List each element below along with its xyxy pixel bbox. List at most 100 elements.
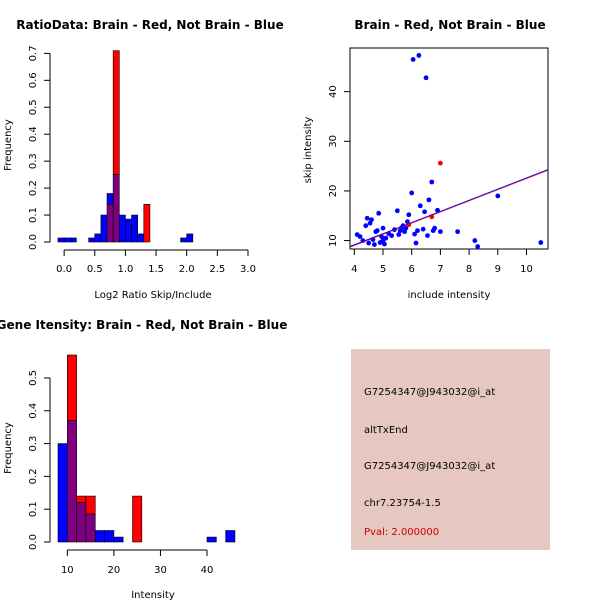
chart2-point-notbrain <box>363 223 369 229</box>
chart3-x-tick-label: 20 <box>108 565 121 576</box>
chart2-point-notbrain <box>406 212 412 218</box>
chart2-point-notbrain <box>376 210 382 216</box>
chart2-point-notbrain <box>426 197 432 203</box>
pval-text: Pval: 2.000000 <box>364 527 440 538</box>
chart2-point-notbrain <box>475 244 481 249</box>
chart3-x-tick-label: 40 <box>201 565 214 576</box>
chart3-bar-brain <box>67 354 77 421</box>
chart2-point-notbrain <box>437 229 443 235</box>
chart2-y-tick-label: 30 <box>328 135 339 148</box>
chart2-point-notbrain <box>380 238 386 243</box>
chart2-point-notbrain <box>380 225 386 231</box>
chart2-point-notbrain <box>374 228 380 234</box>
chart2-point-notbrain <box>389 233 395 239</box>
chart1-y-tick-label: 0.1 <box>28 207 39 223</box>
chart3-bar-overlap <box>67 420 77 543</box>
chart2-y-tick-label: 40 <box>328 85 339 98</box>
chart3-bar-notbrain <box>94 530 105 543</box>
chart1-y-tick-label: 0.5 <box>28 99 39 115</box>
chart1-y-tick-label: 0.0 <box>28 234 39 250</box>
chart2-point-notbrain <box>412 231 417 237</box>
location-text: chr7.23754-1.5 <box>364 498 441 509</box>
chart3-x-tick-label: 30 <box>154 565 167 576</box>
probe-id-text: G7254347@J943032@i_at <box>364 387 496 398</box>
chart1-bar-overlap <box>106 203 114 243</box>
chart2-x-tick-label: 4 <box>351 264 357 275</box>
chart1-bar-notbrain <box>180 237 188 243</box>
chart2-point-notbrain <box>394 208 400 214</box>
chart2-point-notbrain <box>430 228 436 234</box>
chart2-x-tick-label: 9 <box>495 264 501 275</box>
chart1-bar-notbrain <box>88 237 96 243</box>
chart2-point-notbrain <box>364 215 370 221</box>
chart3-bar-overlap <box>76 502 87 543</box>
chart2-plot-box <box>349 47 549 250</box>
chart3-title: Gene Itensity: Brain - Red, Not Brain - … <box>0 318 287 332</box>
chart3-x-tick-label: 10 <box>61 565 74 576</box>
chart2-point-notbrain <box>417 203 423 209</box>
chart2-point-notbrain <box>472 238 478 243</box>
chart2-point-notbrain <box>420 226 426 232</box>
chart1-bar-notbrain <box>137 233 145 243</box>
chart1-bar-notbrain <box>186 233 194 243</box>
chart3-bar-notbrain <box>104 530 115 543</box>
chart1-bar-notbrain <box>94 233 102 243</box>
chart1-x-tick-label: 1.5 <box>148 264 164 275</box>
chart1-y-tick-label: 0.4 <box>28 126 39 142</box>
chart1-x-tick-label: 1.0 <box>117 264 133 275</box>
chart2-point-notbrain <box>429 179 435 185</box>
chart1-x-tick-label: 2.0 <box>179 264 195 275</box>
chart2-x-tick-label: 5 <box>380 264 386 275</box>
chart1-xlabel: Log2 Ratio Skip/Include <box>94 290 211 301</box>
chart1-bar-notbrain <box>100 214 108 243</box>
chart3-xlabel: Intensity <box>131 590 175 600</box>
chart2-x-tick-label: 8 <box>466 264 472 275</box>
chart1-bar-notbrain <box>118 214 126 243</box>
chart1-bar-notbrain <box>63 237 71 243</box>
chart3-bar-overlap <box>85 513 96 543</box>
chart2-point-notbrain <box>366 240 372 246</box>
chart1-y-tick-label: 0.2 <box>28 180 39 196</box>
chart3-bar-notbrain <box>225 530 236 543</box>
event-type-text: altTxEnd <box>364 425 408 436</box>
chart2-point-notbrain <box>409 190 415 196</box>
chart2-point-notbrain <box>357 234 363 239</box>
chart3-ylabel: Frequency <box>3 422 14 474</box>
chart2-regression-line-notbrain <box>349 169 549 247</box>
chart3-bar-notbrain <box>206 536 217 543</box>
chart1-ylabel: Frequency <box>3 119 14 171</box>
chart2-point-notbrain <box>369 217 374 223</box>
chart2-y-tick-label: 20 <box>328 185 339 198</box>
chart2-point-notbrain <box>396 232 402 238</box>
chart2-x-tick-label: 10 <box>520 264 533 275</box>
chart2-point-notbrain <box>425 233 430 239</box>
chart2-ylabel: skip intensity <box>303 117 314 184</box>
chart1-y-tick-label: 0.3 <box>28 153 39 169</box>
chart1-bar-brain <box>112 50 120 175</box>
chart2-point-notbrain <box>495 193 501 199</box>
chart2-point-notbrain <box>416 53 422 58</box>
info-panel: G7254347@J943032@i_at altTxEnd G7254347@… <box>351 349 550 550</box>
chart1-x-tick-label: 2.5 <box>209 264 225 275</box>
chart2-point-notbrain <box>413 240 419 246</box>
chart1-x-tick-label: 0.5 <box>87 264 103 275</box>
probe-id-text-2: G7254347@J943032@i_at <box>364 461 496 472</box>
chart2-point-notbrain <box>435 207 440 213</box>
chart2-point-notbrain <box>422 209 428 215</box>
chart3-y-tick-label: 0.4 <box>28 403 39 419</box>
chart2-point-notbrain <box>415 228 420 234</box>
chart3-y-tick-label: 0.5 <box>28 370 39 386</box>
chart2-point-notbrain <box>423 75 429 81</box>
chart3-y-tick-label: 0.3 <box>28 436 39 452</box>
chart2-point-notbrain <box>403 225 409 231</box>
chart2-regression-line-brain <box>349 170 549 248</box>
chart1-bar-notbrain <box>69 237 77 243</box>
chart3-bar-notbrain <box>57 443 68 543</box>
chart2-x-tick-label: 7 <box>437 264 443 275</box>
chart1-bar-notbrain <box>57 237 65 243</box>
chart1-bar-overlap <box>112 174 120 243</box>
chart1-y-tick-label: 0.7 <box>28 45 39 61</box>
chart3-bar-brain <box>132 495 143 543</box>
chart3-y-tick-label: 0.2 <box>28 468 39 484</box>
